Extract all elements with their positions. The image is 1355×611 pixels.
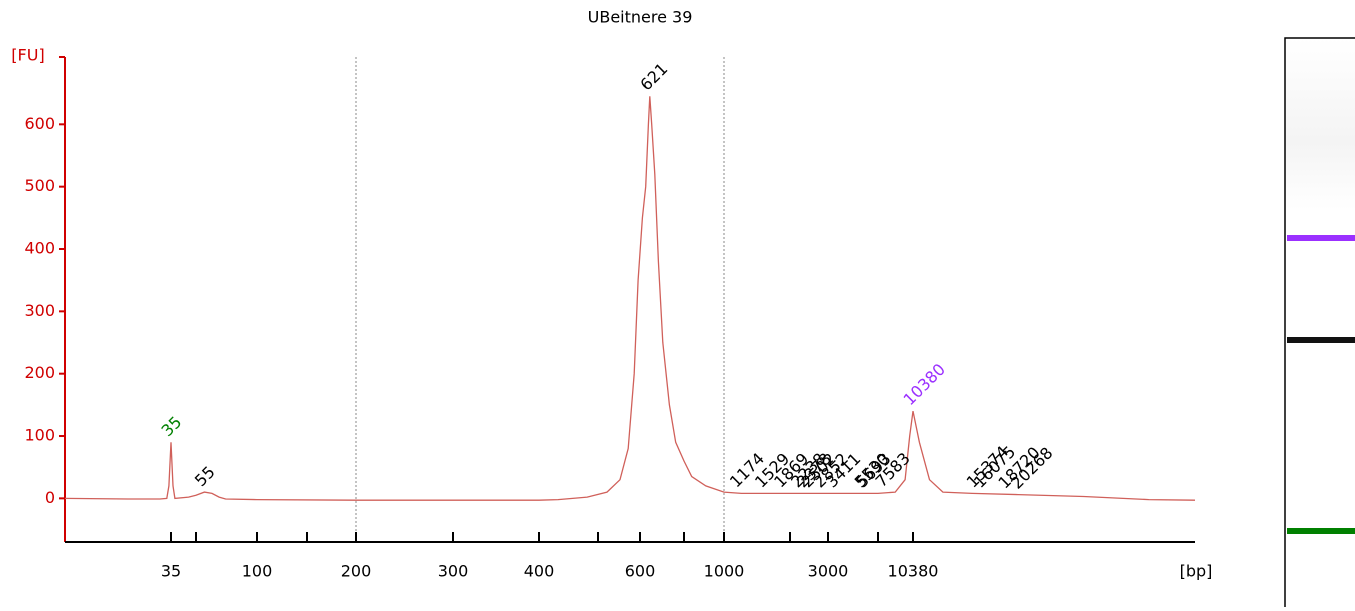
x-tick-label: 100 [242,562,273,581]
plot-area: 0 100 200 300 400 500 600 35 100 200 300 400 600 1000… [24,56,1196,581]
y-tick-label: 0 [45,488,55,507]
chart-title: UBeitnere 39 [588,8,693,27]
gel-lane [1284,37,1355,611]
gel-band [1287,337,1355,343]
y-tick-label: 600 [24,114,55,133]
y-tick-label: 200 [24,363,55,382]
trace [64,96,1196,501]
gel-band [1287,528,1355,534]
peak-label: 621 [636,59,671,94]
y-tick-label: 500 [24,176,55,195]
x-tick-label: 300 [438,562,469,581]
x-tick-label: 1000 [704,562,745,581]
peak-label: 10380 [900,360,949,409]
x-tick-label: 35 [161,562,181,581]
peak-label: 55 [191,462,219,490]
x-tick-label: 10380 [888,562,939,581]
x-tick-label: 3000 [808,562,849,581]
y-tick-label: 100 [24,426,55,445]
y-tick-label: 300 [24,301,55,320]
y-tick-label: 400 [24,239,55,258]
y-axis-label: [FU] [11,46,44,65]
x-tick-label: 400 [524,562,555,581]
x-tick-label: 200 [341,562,372,581]
x-tick-label: 600 [625,562,656,581]
peak-label: 35 [158,412,186,440]
gel-band [1287,235,1355,241]
x-axis-label: [bp] [1180,562,1213,581]
